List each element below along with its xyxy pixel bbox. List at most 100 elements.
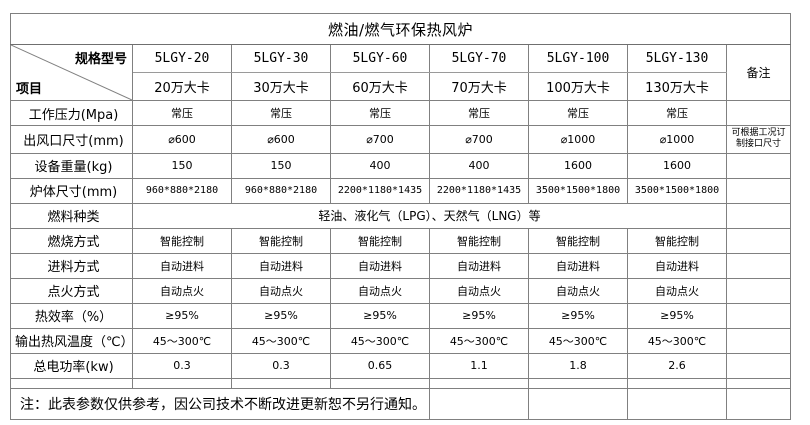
model-header-5: 5LGY-100: [528, 44, 628, 73]
table-row: 出风口尺寸(mm) ⌀600 ⌀600 ⌀700 ⌀700 ⌀1000 ⌀1000 可根据工况…: [10, 125, 792, 154]
model-header-4: 5LGY-70: [429, 44, 529, 73]
spacer-cell: [429, 377, 529, 389]
cell-value: 自动进料: [627, 252, 727, 279]
capacity-header-6: 130万大卡: [627, 72, 727, 101]
spacer-cell: [10, 377, 133, 389]
spacer-cell: [132, 377, 232, 389]
cell-value: 150: [231, 152, 331, 179]
capacity-header-2: 30万大卡: [231, 72, 331, 101]
row-label: 出风口尺寸(mm): [10, 125, 133, 154]
model-header-2: 5LGY-30: [231, 44, 331, 73]
cell-value: 45～300℃: [330, 327, 430, 354]
header-row-models: 规格型号 项目 5LGY-20 5LGY-30 5LGY-60 5LGY-70 5LGY-1…: [10, 44, 792, 101]
cell-value: 400: [429, 152, 529, 179]
cell-value: 常压: [231, 100, 331, 126]
remark-cell: [725, 177, 792, 204]
row-label: 总电功率(kw): [10, 352, 133, 379]
table-row: 炉体尺寸(mm) 960*880*2180 960*880*2180 2200*118…: [10, 177, 792, 204]
spacer-row: [10, 377, 792, 389]
row-label: 设备重量(kg): [10, 152, 133, 179]
remark-cell: [725, 327, 792, 354]
row-label: 进料方式: [10, 252, 133, 279]
cell-value: 960*880*2180: [231, 177, 331, 204]
remark-cell: [725, 202, 792, 229]
cell-value: 自动点火: [330, 277, 430, 304]
cell-value: 常压: [330, 100, 430, 126]
cell-value: 自动进料: [528, 252, 628, 279]
table-row: 点火方式 自动点火 自动点火 自动点火 自动点火 自动点火 自动点火: [10, 277, 792, 304]
cell-value: 智能控制: [330, 227, 430, 254]
cell-value: 智能控制: [627, 227, 727, 254]
cell-value: 常压: [528, 100, 628, 126]
spacer-cell: [528, 377, 628, 389]
spacer-cell: [330, 377, 430, 389]
row-label: 燃料种类: [10, 202, 133, 229]
table-row: 工作压力(Mpa) 常压 常压 常压 常压 常压 常压: [10, 100, 792, 126]
cell-value: 智能控制: [231, 227, 331, 254]
cell-value: 1600: [627, 152, 727, 179]
spacer-cell: [725, 377, 792, 389]
capacity-header-5: 100万大卡: [528, 72, 628, 101]
cell-value: 0.65: [330, 352, 430, 379]
row-label: 点火方式: [10, 277, 133, 304]
row-label: 工作压力(Mpa): [10, 100, 133, 126]
cell-value: ≥95%: [231, 302, 331, 329]
remark-cell: 可根据工况订制接口尺寸: [725, 125, 792, 154]
remark-cell: [725, 302, 792, 329]
table-row: 燃烧方式 智能控制 智能控制 智能控制 智能控制 智能控制 智能控制: [10, 227, 792, 254]
table-row: 设备重量(kg) 150 150 400 400 1600 1600: [10, 152, 792, 179]
document-title: 燃油/燃气环保热风炉: [9, 13, 792, 45]
cell-value: 45～300℃: [132, 327, 232, 354]
corner-header-item-label: 项目: [16, 82, 43, 97]
cell-value: ≥95%: [132, 302, 232, 329]
cell-value: 45～300℃: [627, 327, 727, 354]
cell-value: ≥95%: [330, 302, 430, 329]
cell-value: ≥95%: [627, 302, 727, 329]
footer-note-row: 注：此表参数仅供参考，因公司技术不断改进更新恕不另行通知。: [10, 387, 792, 420]
title-row: 燃油/燃气环保热风炉: [9, 13, 792, 45]
cell-value: 自动点火: [429, 277, 529, 304]
cell-value: ⌀700: [429, 125, 529, 154]
model-header-6: 5LGY-130: [627, 44, 727, 73]
cell-value: 150: [132, 152, 232, 179]
table-row: 输出热风温度（℃） 45～300℃ 45～300℃ 45～300℃ 45～300℃ 45～…: [10, 327, 792, 354]
remark-cell: [725, 277, 792, 304]
cell-value: ⌀1000: [528, 125, 628, 154]
capacity-header-3: 60万大卡: [330, 72, 430, 101]
cell-value: 自动点火: [528, 277, 628, 304]
cell-value: 45～300℃: [528, 327, 628, 354]
cell-value: 自动点火: [231, 277, 331, 304]
specification-table: 燃油/燃气环保热风炉 规格型号 项目 5LGY-20 5LGY-30 5LGY-60 5LG…: [9, 13, 792, 420]
row-label: 燃烧方式: [10, 227, 133, 254]
spacer-cell: [627, 377, 727, 389]
model-header-3: 5LGY-60: [330, 44, 430, 73]
remark-cell: [725, 352, 792, 379]
row-label: 热效率（%）: [10, 302, 133, 329]
corner-header-cell: 规格型号 项目: [10, 44, 133, 101]
cell-value: 常压: [627, 100, 727, 126]
cell-value: 自动进料: [132, 252, 232, 279]
cell-value: 自动点火: [627, 277, 727, 304]
cell-value: 常压: [429, 100, 529, 126]
spacer-cell: [231, 377, 331, 389]
cell-value: ≥95%: [429, 302, 529, 329]
row-merged-value: 轻油、液化气（LPG）、天然气（LNG）等: [132, 202, 727, 229]
footer-empty-cell: [627, 387, 727, 420]
cell-value: 45～300℃: [231, 327, 331, 354]
cell-value: 2.6: [627, 352, 727, 379]
cell-value: 400: [330, 152, 430, 179]
cell-value: 智能控制: [429, 227, 529, 254]
cell-value: 3500*1500*1800: [627, 177, 727, 204]
cell-value: ⌀600: [132, 125, 232, 154]
footer-empty-cell: [725, 387, 792, 420]
remark-cell: [725, 100, 792, 126]
cell-value: 自动进料: [330, 252, 430, 279]
model-header-1: 5LGY-20: [132, 44, 232, 73]
footer-note: 注：此表参数仅供参考，因公司技术不断改进更新恕不另行通知。: [10, 387, 430, 420]
remark-cell: [725, 227, 792, 254]
footer-empty-cell: [528, 387, 628, 420]
cell-value: 960*880*2180: [132, 177, 232, 204]
cell-value: 2200*1180*1435: [330, 177, 430, 204]
remark-cell: [725, 152, 792, 179]
cell-value: 0.3: [231, 352, 331, 379]
